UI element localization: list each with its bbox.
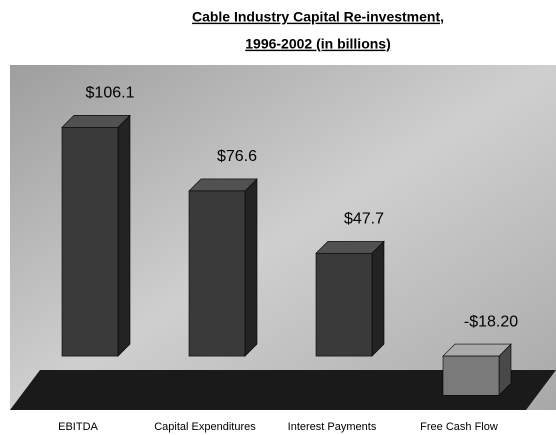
- value-label: $76.6: [217, 148, 257, 165]
- floor: [10, 370, 556, 410]
- bar-top: [315, 240, 385, 254]
- bar: [315, 252, 373, 357]
- bar-side: [244, 178, 258, 357]
- x-tick-label: Interest Payments: [288, 421, 377, 433]
- x-tick-label: Free Cash Flow: [420, 421, 498, 433]
- bar: [442, 355, 500, 396]
- value-label: $47.7: [344, 210, 384, 227]
- x-tick-label: EBITDA: [58, 421, 98, 433]
- bar-side: [117, 114, 131, 357]
- bar-top: [61, 115, 131, 128]
- chart-subtitle: 1996-2002 (in billions): [245, 36, 391, 52]
- chart-title: Cable Industry Capital Re-investment,: [192, 9, 444, 25]
- bar-top: [442, 343, 512, 357]
- bar: [61, 127, 119, 357]
- value-label: -$18.20: [464, 313, 518, 330]
- bar-side: [371, 240, 385, 357]
- bar: [188, 190, 246, 357]
- x-tick-label: Capital Expenditures: [154, 421, 256, 433]
- value-label: $106.1: [86, 85, 135, 102]
- bar-top: [188, 178, 258, 192]
